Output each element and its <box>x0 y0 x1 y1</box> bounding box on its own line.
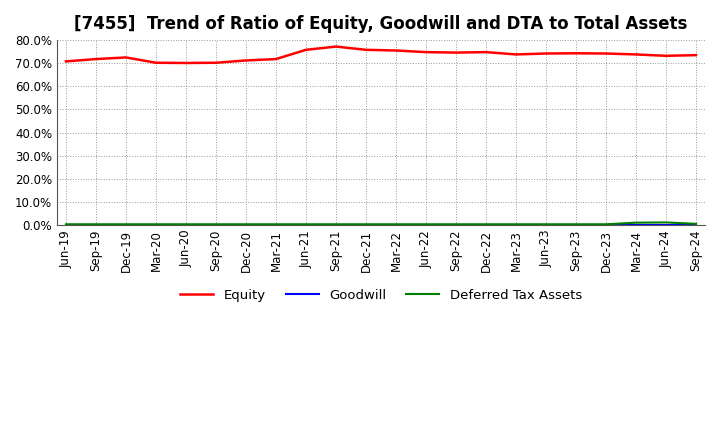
Deferred Tax Assets <box>662 220 670 225</box>
Goodwill <box>602 222 611 227</box>
Deferred Tax Assets <box>152 222 161 227</box>
Equity <box>361 47 370 52</box>
Deferred Tax Assets <box>91 222 100 227</box>
Legend: Equity, Goodwill, Deferred Tax Assets: Equity, Goodwill, Deferred Tax Assets <box>175 283 587 307</box>
Goodwill <box>572 222 580 227</box>
Goodwill <box>152 222 161 227</box>
Deferred Tax Assets <box>512 222 521 227</box>
Deferred Tax Assets <box>602 222 611 227</box>
Equity <box>572 51 580 56</box>
Goodwill <box>451 222 460 227</box>
Goodwill <box>422 222 431 227</box>
Goodwill <box>62 222 71 227</box>
Goodwill <box>361 222 370 227</box>
Equity <box>631 52 640 57</box>
Equity <box>541 51 550 56</box>
Deferred Tax Assets <box>62 222 71 227</box>
Equity <box>692 52 701 58</box>
Goodwill <box>302 222 310 227</box>
Equity <box>602 51 611 56</box>
Equity <box>662 53 670 59</box>
Equity <box>512 52 521 57</box>
Equity <box>302 47 310 52</box>
Deferred Tax Assets <box>392 222 400 227</box>
Deferred Tax Assets <box>631 220 640 225</box>
Goodwill <box>662 222 670 227</box>
Equity <box>181 60 190 66</box>
Goodwill <box>242 222 251 227</box>
Deferred Tax Assets <box>482 222 490 227</box>
Equity <box>422 49 431 55</box>
Equity <box>152 60 161 66</box>
Deferred Tax Assets <box>361 222 370 227</box>
Goodwill <box>482 222 490 227</box>
Equity <box>91 56 100 62</box>
Goodwill <box>392 222 400 227</box>
Goodwill <box>692 222 701 227</box>
Deferred Tax Assets <box>572 222 580 227</box>
Equity <box>451 50 460 55</box>
Deferred Tax Assets <box>541 222 550 227</box>
Equity <box>482 49 490 55</box>
Line: Deferred Tax Assets: Deferred Tax Assets <box>66 223 696 224</box>
Deferred Tax Assets <box>451 222 460 227</box>
Goodwill <box>332 222 341 227</box>
Equity <box>392 48 400 53</box>
Equity <box>212 60 220 66</box>
Equity <box>242 58 251 63</box>
Goodwill <box>631 222 640 227</box>
Deferred Tax Assets <box>242 222 251 227</box>
Deferred Tax Assets <box>271 222 280 227</box>
Goodwill <box>212 222 220 227</box>
Goodwill <box>181 222 190 227</box>
Deferred Tax Assets <box>212 222 220 227</box>
Goodwill <box>122 222 130 227</box>
Deferred Tax Assets <box>332 222 341 227</box>
Goodwill <box>541 222 550 227</box>
Line: Equity: Equity <box>66 47 696 63</box>
Goodwill <box>91 222 100 227</box>
Equity <box>332 44 341 49</box>
Deferred Tax Assets <box>122 222 130 227</box>
Goodwill <box>512 222 521 227</box>
Deferred Tax Assets <box>692 221 701 227</box>
Equity <box>62 59 71 64</box>
Deferred Tax Assets <box>181 222 190 227</box>
Title: [7455]  Trend of Ratio of Equity, Goodwill and DTA to Total Assets: [7455] Trend of Ratio of Equity, Goodwil… <box>74 15 688 33</box>
Equity <box>271 56 280 62</box>
Equity <box>122 55 130 60</box>
Goodwill <box>271 222 280 227</box>
Deferred Tax Assets <box>422 222 431 227</box>
Deferred Tax Assets <box>302 222 310 227</box>
